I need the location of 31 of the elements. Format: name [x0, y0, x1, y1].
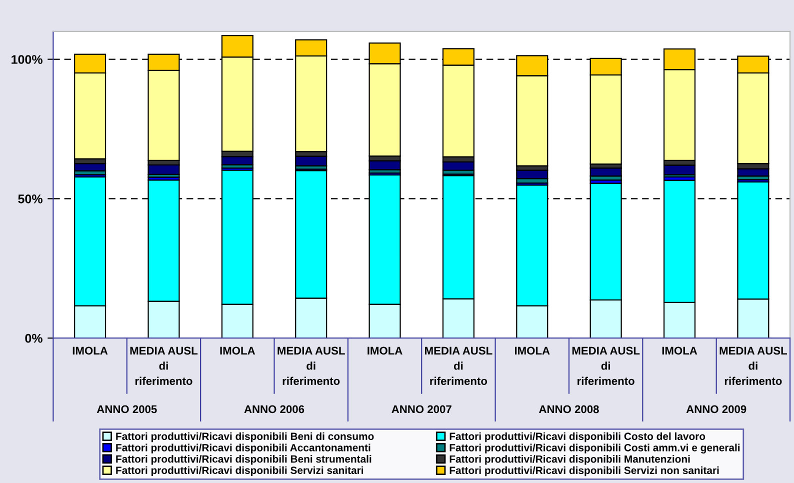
x-tick-label: IMOLA	[220, 346, 256, 355]
text: ANNO 2007	[392, 405, 452, 414]
text: ANNO 2006	[244, 405, 304, 414]
x-tick-label: MEDIA AUSL di riferimento	[130, 346, 198, 385]
bar	[295, 156, 328, 166]
y-tick-label: 50%	[18, 194, 42, 204]
text: ANNO 2009	[686, 405, 746, 414]
legend-label: Fattori produttivi/Ricavi disponibili Servizi non sanitari	[450, 466, 719, 476]
y-tick-label: 0%	[25, 334, 42, 343]
x-tick-label: MEDIA AUSL di riferimento	[720, 346, 787, 385]
x-tick-label: MEDIA AUSL di riferimento	[278, 346, 345, 385]
bar	[74, 163, 106, 172]
x-tick-label: IMOLA	[72, 346, 108, 355]
y-tick-label: 100%	[12, 55, 42, 64]
x-tick-label: MEDIA AUSL di riferimento	[425, 346, 492, 385]
legend-label: Fattori produttivi/Ricavi disponibili Costo del lavoro	[450, 432, 706, 442]
legend-label: Fattori produttivi/Ricavi disponibili Accantonamenti	[116, 444, 370, 454]
legend-label: Fattori produttivi/Ricavi disponibili Servizi sanitari	[116, 466, 364, 476]
legend-label: Fattori produttivi/Ricavi disponibili Beni strumentali	[116, 455, 372, 465]
x-tick-label: IMOLA	[662, 346, 698, 355]
text: ANNO 2008	[539, 405, 599, 414]
x-tick-label: IMOLA	[514, 346, 550, 355]
bar	[442, 161, 474, 171]
x-tick-label: IMOLA	[368, 346, 402, 355]
bar	[663, 164, 696, 176]
legend-label: Fattori produttivi/Ricavi disponibili Manutenzioni	[450, 455, 690, 465]
bar	[148, 164, 180, 175]
legend-label: Fattori produttivi/Ricavi disponibili Beni di consumo	[116, 432, 374, 442]
x-tick-label: MEDIA AUSL di riferimento	[572, 346, 640, 385]
text: ANNO 2005	[96, 405, 157, 414]
legend-label: Fattori produttivi/Ricavi disponibili Costi amm.vi e generali	[450, 444, 740, 454]
